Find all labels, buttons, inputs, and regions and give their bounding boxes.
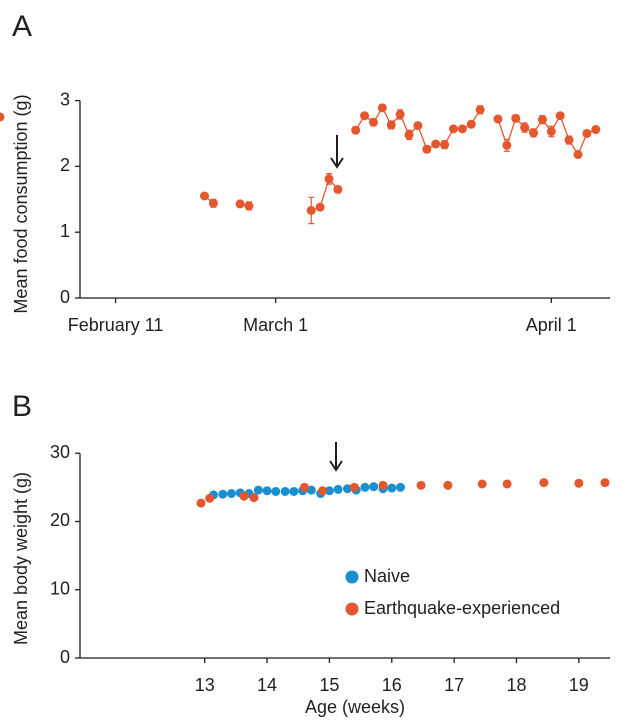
- point: [546, 127, 556, 137]
- y-tick-label: 10: [50, 578, 70, 598]
- point: [324, 174, 334, 184]
- point: [529, 128, 539, 138]
- point: [387, 483, 397, 493]
- point: [205, 493, 215, 503]
- point: [351, 125, 361, 135]
- point: [431, 139, 441, 149]
- x-axis-label: Age (weeks): [305, 697, 405, 717]
- point: [600, 478, 610, 488]
- point: [333, 184, 343, 194]
- y-tick-label: 30: [50, 442, 70, 462]
- point: [404, 130, 414, 140]
- x-tick-label: 16: [382, 675, 402, 695]
- point: [208, 198, 218, 208]
- point: [591, 125, 601, 135]
- y-tick-label: 2: [60, 155, 70, 175]
- point: [289, 486, 299, 496]
- point: [271, 486, 281, 496]
- point: [280, 486, 290, 496]
- point: [306, 485, 316, 495]
- y-tick-label: 0: [60, 287, 70, 307]
- point: [368, 117, 378, 127]
- arrow: [330, 135, 344, 169]
- point: [520, 123, 530, 133]
- point: [0, 112, 5, 122]
- x-tick-label: 14: [257, 675, 277, 695]
- y-tick-label: 1: [60, 221, 70, 241]
- y-axis-label: Mean food consumption (g): [11, 94, 31, 313]
- point: [199, 191, 209, 201]
- point: [422, 144, 432, 154]
- point: [573, 150, 583, 160]
- point: [253, 485, 263, 495]
- y-tick-label: 0: [60, 647, 70, 667]
- point: [378, 480, 388, 490]
- x-tick-label: 19: [569, 675, 589, 695]
- point: [466, 119, 476, 129]
- point: [537, 115, 547, 125]
- point: [539, 478, 549, 488]
- legend-label: Naive: [364, 566, 410, 586]
- legend-marker: [345, 570, 359, 584]
- point: [555, 111, 565, 121]
- x-tick-label: 18: [506, 675, 526, 695]
- point: [227, 489, 237, 499]
- point: [324, 486, 334, 496]
- x-tick-label: 15: [319, 675, 339, 695]
- point: [386, 120, 396, 130]
- point: [244, 201, 254, 211]
- point: [416, 480, 426, 490]
- point: [493, 114, 503, 124]
- x-tick-label: March 1: [243, 315, 308, 335]
- point: [477, 479, 487, 489]
- point: [377, 103, 387, 113]
- point: [235, 199, 245, 209]
- panel-label: A: [12, 10, 32, 43]
- point: [369, 482, 379, 492]
- y-tick-label: 20: [50, 510, 70, 530]
- point: [360, 111, 370, 121]
- legend-marker: [345, 602, 359, 616]
- point: [457, 124, 467, 134]
- point: [413, 121, 423, 131]
- point: [574, 478, 584, 488]
- point: [349, 482, 359, 492]
- point: [249, 493, 259, 503]
- point: [395, 109, 405, 119]
- point: [475, 105, 485, 115]
- series-line: [204, 106, 597, 212]
- arrow: [329, 442, 343, 472]
- point: [502, 140, 512, 150]
- point: [218, 489, 228, 499]
- panel-label: B: [12, 390, 32, 423]
- point: [318, 486, 328, 496]
- point: [440, 140, 450, 150]
- point: [395, 482, 405, 492]
- point: [448, 124, 458, 134]
- point: [315, 202, 325, 212]
- point: [502, 479, 512, 489]
- point: [564, 135, 574, 145]
- y-axis-label: Mean body weight (g): [11, 472, 31, 645]
- point: [342, 484, 352, 494]
- y-tick-label: 3: [60, 89, 70, 109]
- point: [582, 128, 592, 138]
- x-tick-label: 17: [444, 675, 464, 695]
- point: [306, 205, 316, 215]
- x-tick-label: 13: [195, 675, 215, 695]
- legend-label: Earthquake-experienced: [364, 598, 560, 618]
- x-tick-label: February 11: [68, 315, 164, 335]
- point: [443, 480, 453, 490]
- point: [360, 482, 370, 492]
- point: [262, 486, 272, 496]
- point: [511, 113, 521, 123]
- point: [239, 491, 249, 501]
- point: [333, 484, 343, 494]
- x-tick-label: April 1: [526, 315, 577, 335]
- point: [196, 498, 206, 508]
- point: [299, 482, 309, 492]
